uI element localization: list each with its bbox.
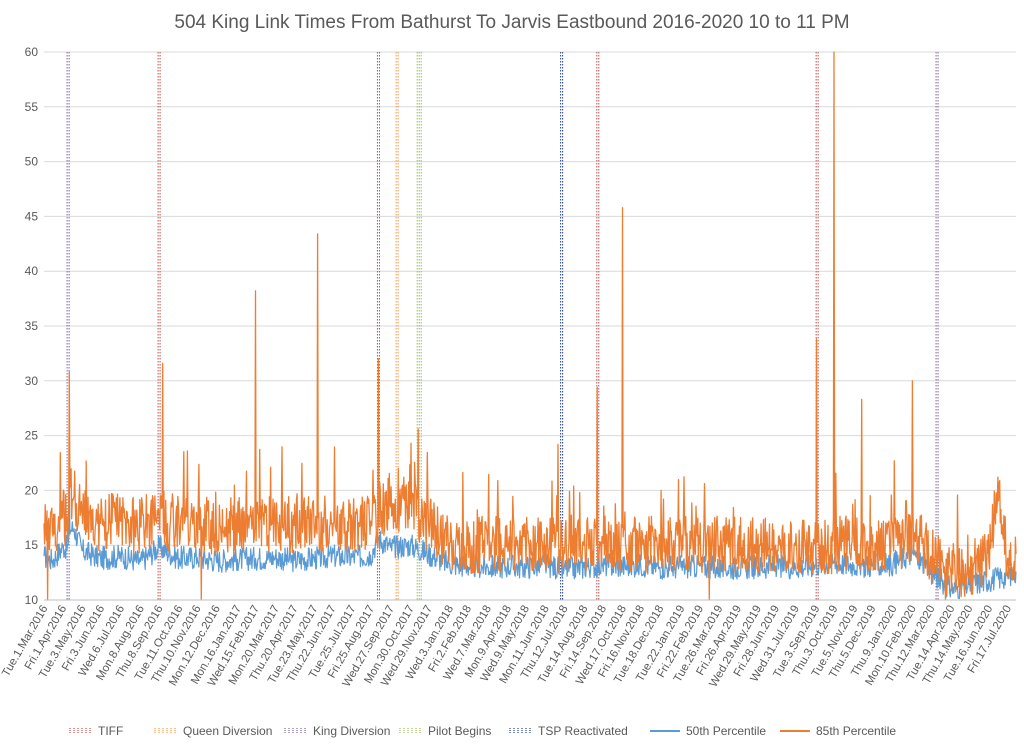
legend-label: TSP Reactivated: [538, 724, 628, 738]
y-tick-label: 55: [25, 100, 39, 114]
legend-label: TIFF: [98, 724, 123, 738]
chart-title: 504 King Link Times From Bathurst To Jar…: [174, 12, 849, 33]
y-tick-label: 10: [25, 593, 39, 607]
series-lines: [43, 51, 1017, 601]
y-tick-label: 60: [25, 45, 39, 59]
y-tick-label: 30: [25, 374, 39, 388]
y-tick-label: 15: [25, 538, 39, 552]
y-axis: 10 15 20 25 30 35 40 45 50 55 60: [25, 45, 39, 607]
y-tick-label: 45: [25, 209, 39, 223]
y-tick-label: 25: [25, 429, 39, 443]
legend-label: Pilot Begins: [428, 724, 491, 738]
legend-label: Queen Diversion: [183, 724, 272, 738]
series-line-85th-percentile: [43, 51, 1017, 601]
y-tick-label: 50: [25, 155, 39, 169]
legend: TIFF Queen Diversion King Diversion Pilot B…: [69, 724, 896, 738]
x-axis: Tue.1.Mar.2016Fri.1.Apr.2016Tue.3.May.20…: [0, 599, 1016, 689]
y-tick-label: 35: [25, 319, 39, 333]
legend-label: 85th Percentile: [816, 724, 896, 738]
y-tick-label: 20: [25, 483, 39, 497]
gridlines: [44, 51, 1016, 601]
legend-label: 50th Percentile: [686, 724, 766, 738]
legend-label: King Diversion: [313, 724, 390, 738]
y-tick-label: 40: [25, 264, 39, 278]
